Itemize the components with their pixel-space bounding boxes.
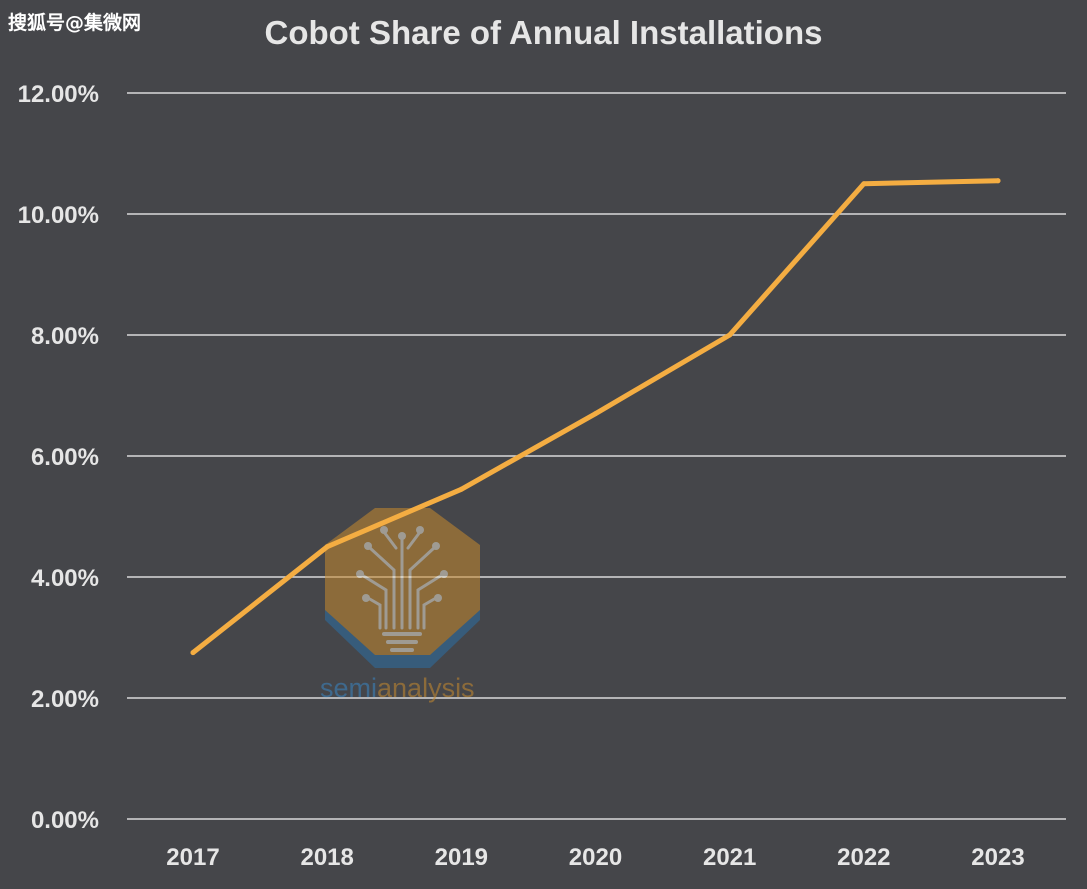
data-point — [324, 544, 330, 550]
x-tick-label: 2020 — [569, 844, 622, 871]
series-line-layer — [190, 178, 1001, 656]
y-tick-label: 12.00% — [18, 81, 99, 108]
x-tick-label: 2017 — [166, 844, 219, 871]
y-tick-label: 8.00% — [31, 323, 99, 350]
semianalysis-logo-watermark: semianalysis — [320, 508, 480, 703]
chart-title: Cobot Share of Annual Installations — [264, 14, 823, 51]
data-point — [190, 650, 196, 656]
data-point — [593, 411, 598, 417]
y-axis-ticks: 0.00% 2.00% 4.00% 6.00% 8.00% 10.00% 12.00% — [18, 81, 99, 834]
data-point — [995, 178, 1001, 184]
x-tick-label: 2018 — [300, 844, 353, 871]
data-point — [727, 332, 733, 338]
y-tick-label: 10.00% — [18, 202, 99, 229]
gridlines — [127, 92, 1066, 820]
data-point — [458, 486, 464, 492]
svg-text:semianalysis: semianalysis — [320, 673, 475, 703]
logo-text-analysis: analysis — [377, 673, 475, 703]
logo-text-semi: semi — [320, 673, 377, 703]
source-watermark: 搜狐号@集微网 — [8, 12, 142, 34]
circuit-nodes — [356, 526, 448, 602]
x-tick-label: 2022 — [837, 844, 890, 871]
series-line — [190, 178, 1001, 656]
bulb-base-icon — [382, 632, 422, 652]
x-axis-ticks: 2017 2018 2019 2020 2021 2022 2023 — [166, 844, 1024, 871]
x-tick-label: 2023 — [971, 844, 1024, 871]
y-tick-label: 2.00% — [31, 686, 99, 713]
y-tick-label: 6.00% — [31, 444, 99, 471]
y-tick-label: 0.00% — [31, 807, 99, 834]
x-tick-label: 2019 — [435, 844, 488, 871]
x-tick-label: 2021 — [703, 844, 756, 871]
y-tick-label: 4.00% — [31, 565, 99, 592]
data-point — [861, 181, 867, 187]
circuit-tree-icon — [360, 530, 444, 630]
